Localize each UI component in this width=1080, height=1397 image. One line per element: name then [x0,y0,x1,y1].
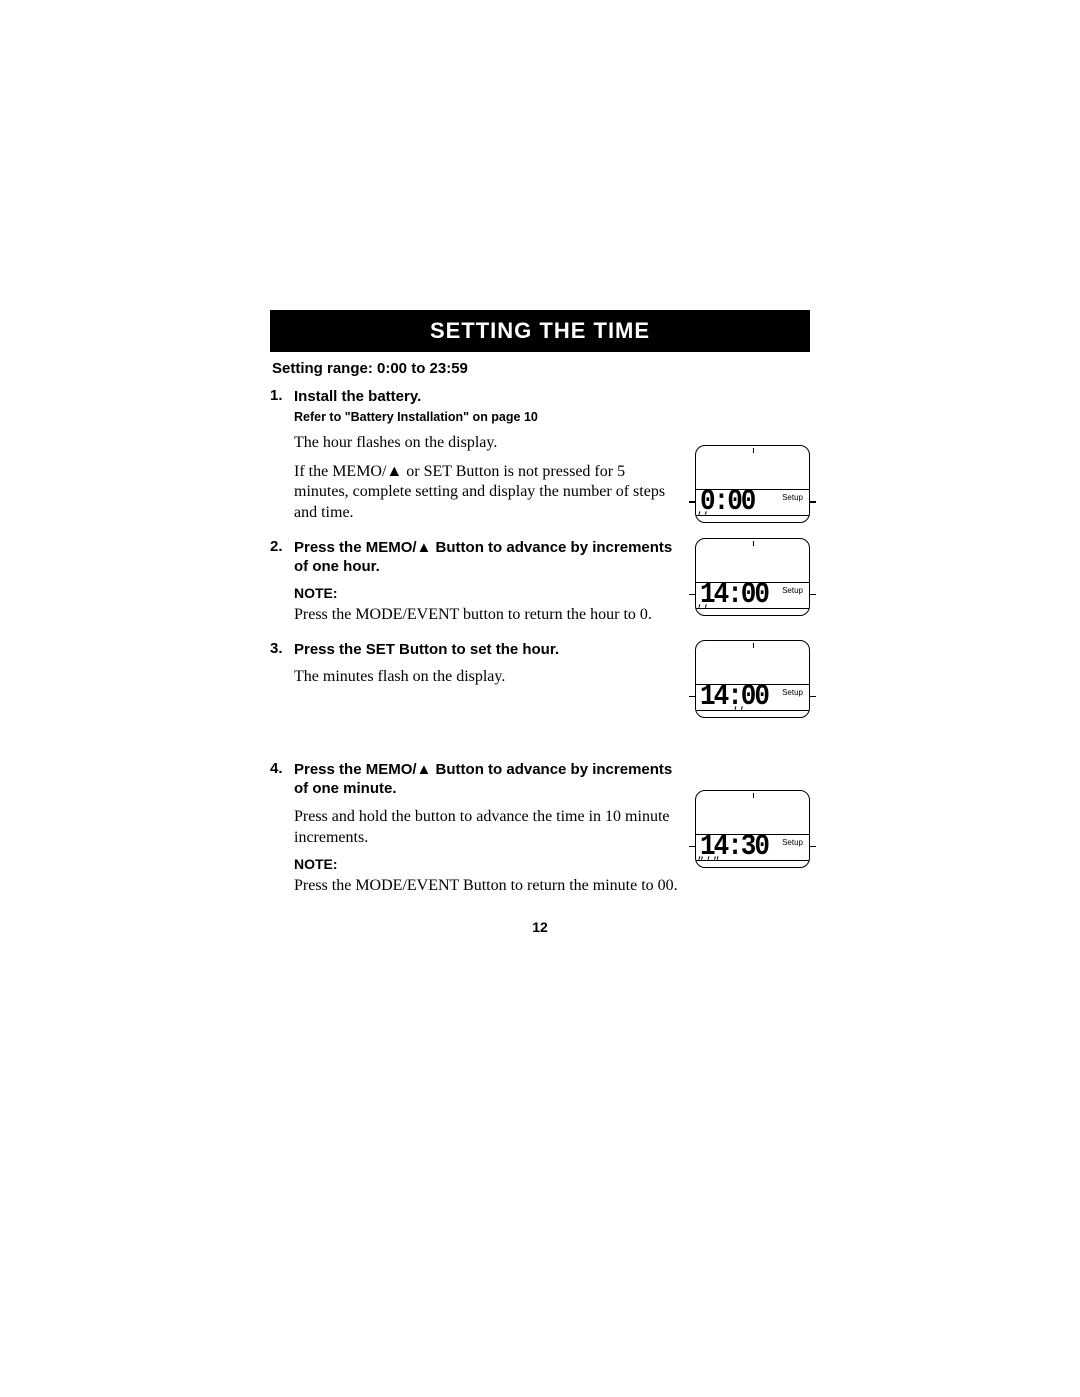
display-dash [810,846,816,848]
section-title: SETTING THE TIME [270,310,810,352]
display-digits-wrap: 14:30 [700,831,805,861]
display-dash [810,501,816,503]
display-dash [689,696,695,698]
step-heading: Press the MEMO/▲ Button to advance by in… [294,760,680,799]
display-dash [810,696,816,698]
step-1-row: 1. Install the battery. Refer to "Batter… [270,387,810,524]
step-paragraph: Press and hold the button to advance the… [294,807,680,849]
display-time: 14:00 [700,579,768,609]
lcd-display: Setup 14:30 ′′ ′ ′′ [695,790,810,868]
step-paragraph: If the MEMO/▲ or SET Button is not press… [294,462,680,524]
step-number: 4. [270,760,294,897]
display-digits-wrap: 14:00 [700,681,805,711]
step-heading: Press the MEMO/▲ Button to advance by in… [294,538,680,577]
display-dash [689,594,695,596]
display-tick [753,793,754,798]
display-digits-wrap: 0:00 [700,486,805,516]
step-number: 1. [270,387,294,524]
note-label: NOTE: [294,585,680,601]
display-dash [810,594,816,596]
note-label: NOTE: [294,856,680,872]
lcd-display: Setup 14:00 ′ ′ [695,640,810,718]
display-time: 0:00 [700,486,754,516]
display-dash [689,501,695,503]
display-tick [753,643,754,648]
step-2-row: 2. Press the MEMO/▲ Button to advance by… [270,538,810,626]
step-number: 3. [270,640,294,688]
display-time: 14:30 [700,831,768,861]
setting-range: Setting range: 0:00 to 23:59 [272,360,810,377]
lcd-display: Setup 0:00 ′ ′ [695,445,810,523]
step-heading: Press the SET Button to set the hour. [294,640,680,660]
lcd-display: Setup 14:00 ′ ′ [695,538,810,616]
note-text: Press the MODE/EVENT button to return th… [294,605,680,626]
note-text: Press the MODE/EVENT Button to return th… [294,876,680,897]
step-4-row: 4. Press the MEMO/▲ Button to advance by… [270,760,810,897]
display-digits-wrap: 14:00 [700,579,805,609]
page-number: 12 [270,919,810,935]
step-heading: Install the battery. [294,387,680,407]
display-tick [753,448,754,453]
step-number: 2. [270,538,294,626]
display-dash [689,846,695,848]
step-3-row: 3. Press the SET Button to set the hour.… [270,640,810,730]
step-subheading: Refer to "Battery Installation" on page … [294,409,680,425]
step-paragraph: The minutes flash on the display. [294,667,680,688]
step-paragraph: The hour flashes on the display. [294,433,680,454]
manual-page: SETTING THE TIME Setting range: 0:00 to … [270,310,810,935]
display-time: 14:00 [700,681,768,711]
display-tick [753,541,754,546]
